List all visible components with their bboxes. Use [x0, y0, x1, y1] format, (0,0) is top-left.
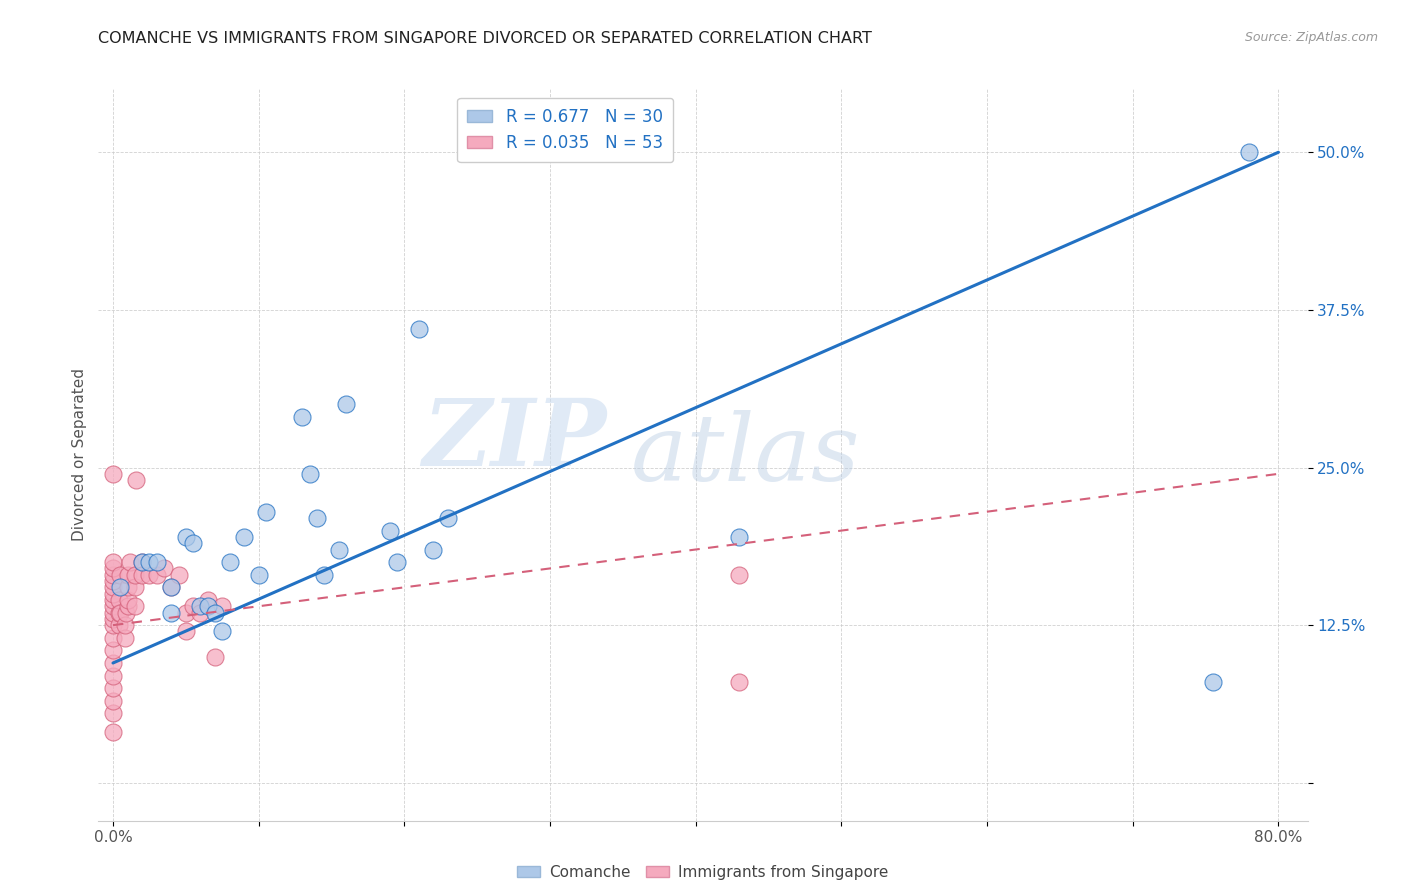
Point	[101, 706, 124, 721]
Point	[174, 606, 197, 620]
Point	[101, 580, 124, 594]
Text: Source: ZipAtlas.com: Source: ZipAtlas.com	[1244, 31, 1378, 45]
Point	[385, 555, 408, 569]
Point	[204, 606, 226, 620]
Point	[110, 567, 132, 582]
Point	[101, 587, 124, 601]
Point	[181, 536, 204, 550]
Point	[124, 567, 146, 582]
Point	[328, 542, 350, 557]
Point	[145, 567, 167, 582]
Point	[233, 530, 256, 544]
Point	[160, 580, 183, 594]
Point	[254, 505, 277, 519]
Text: COMANCHE VS IMMIGRANTS FROM SINGAPORE DIVORCED OR SEPARATED CORRELATION CHART: COMANCHE VS IMMIGRANTS FROM SINGAPORE DI…	[98, 31, 872, 46]
Point	[291, 410, 314, 425]
Point	[108, 593, 131, 607]
Point	[218, 555, 240, 569]
Point	[101, 612, 124, 626]
Y-axis label: Divorced or Separated: Divorced or Separated	[72, 368, 87, 541]
Point	[422, 542, 444, 557]
Point	[101, 555, 124, 569]
Point	[378, 524, 401, 538]
Point	[101, 561, 124, 575]
Point	[145, 555, 167, 569]
Point	[120, 555, 142, 569]
Point	[728, 530, 751, 544]
Point	[101, 681, 124, 696]
Point	[115, 606, 138, 620]
Point	[117, 593, 139, 607]
Point	[101, 631, 124, 645]
Point	[174, 530, 197, 544]
Point	[728, 674, 751, 689]
Point	[117, 580, 139, 594]
Point	[101, 606, 124, 620]
Point	[174, 624, 197, 639]
Text: atlas: atlas	[630, 410, 860, 500]
Point	[211, 599, 233, 614]
Point	[101, 593, 124, 607]
Point	[101, 643, 124, 657]
Point	[247, 567, 270, 582]
Point	[114, 618, 136, 632]
Point	[101, 656, 124, 670]
Point	[101, 618, 124, 632]
Point	[728, 567, 751, 582]
Point	[1239, 145, 1261, 160]
Point	[314, 567, 336, 582]
Point	[101, 467, 124, 481]
Point	[101, 599, 124, 614]
Point	[117, 599, 139, 614]
Point	[153, 561, 176, 575]
Point	[114, 631, 136, 645]
Point	[101, 567, 124, 582]
Point	[101, 574, 124, 588]
Point	[108, 606, 131, 620]
Point	[408, 322, 430, 336]
Point	[167, 567, 190, 582]
Point	[190, 606, 212, 620]
Point	[101, 725, 124, 739]
Point	[197, 599, 219, 614]
Point	[1202, 674, 1225, 689]
Point	[181, 599, 204, 614]
Point	[298, 467, 321, 481]
Point	[110, 580, 132, 594]
Point	[124, 580, 146, 594]
Point	[437, 511, 460, 525]
Point	[131, 555, 153, 569]
Point	[110, 606, 132, 620]
Text: ZIP: ZIP	[422, 395, 606, 485]
Point	[108, 618, 131, 632]
Point	[160, 580, 183, 594]
Point	[211, 624, 233, 639]
Point	[131, 567, 153, 582]
Point	[138, 567, 160, 582]
Point	[197, 593, 219, 607]
Point	[101, 694, 124, 708]
Legend: Comanche, Immigrants from Singapore: Comanche, Immigrants from Singapore	[512, 859, 894, 886]
Point	[101, 668, 124, 682]
Point	[138, 555, 160, 569]
Point	[190, 599, 212, 614]
Point	[131, 555, 153, 569]
Point	[125, 473, 148, 487]
Point	[305, 511, 328, 525]
Point	[204, 649, 226, 664]
Point	[124, 599, 146, 614]
Point	[117, 567, 139, 582]
Point	[160, 606, 183, 620]
Point	[335, 397, 357, 411]
